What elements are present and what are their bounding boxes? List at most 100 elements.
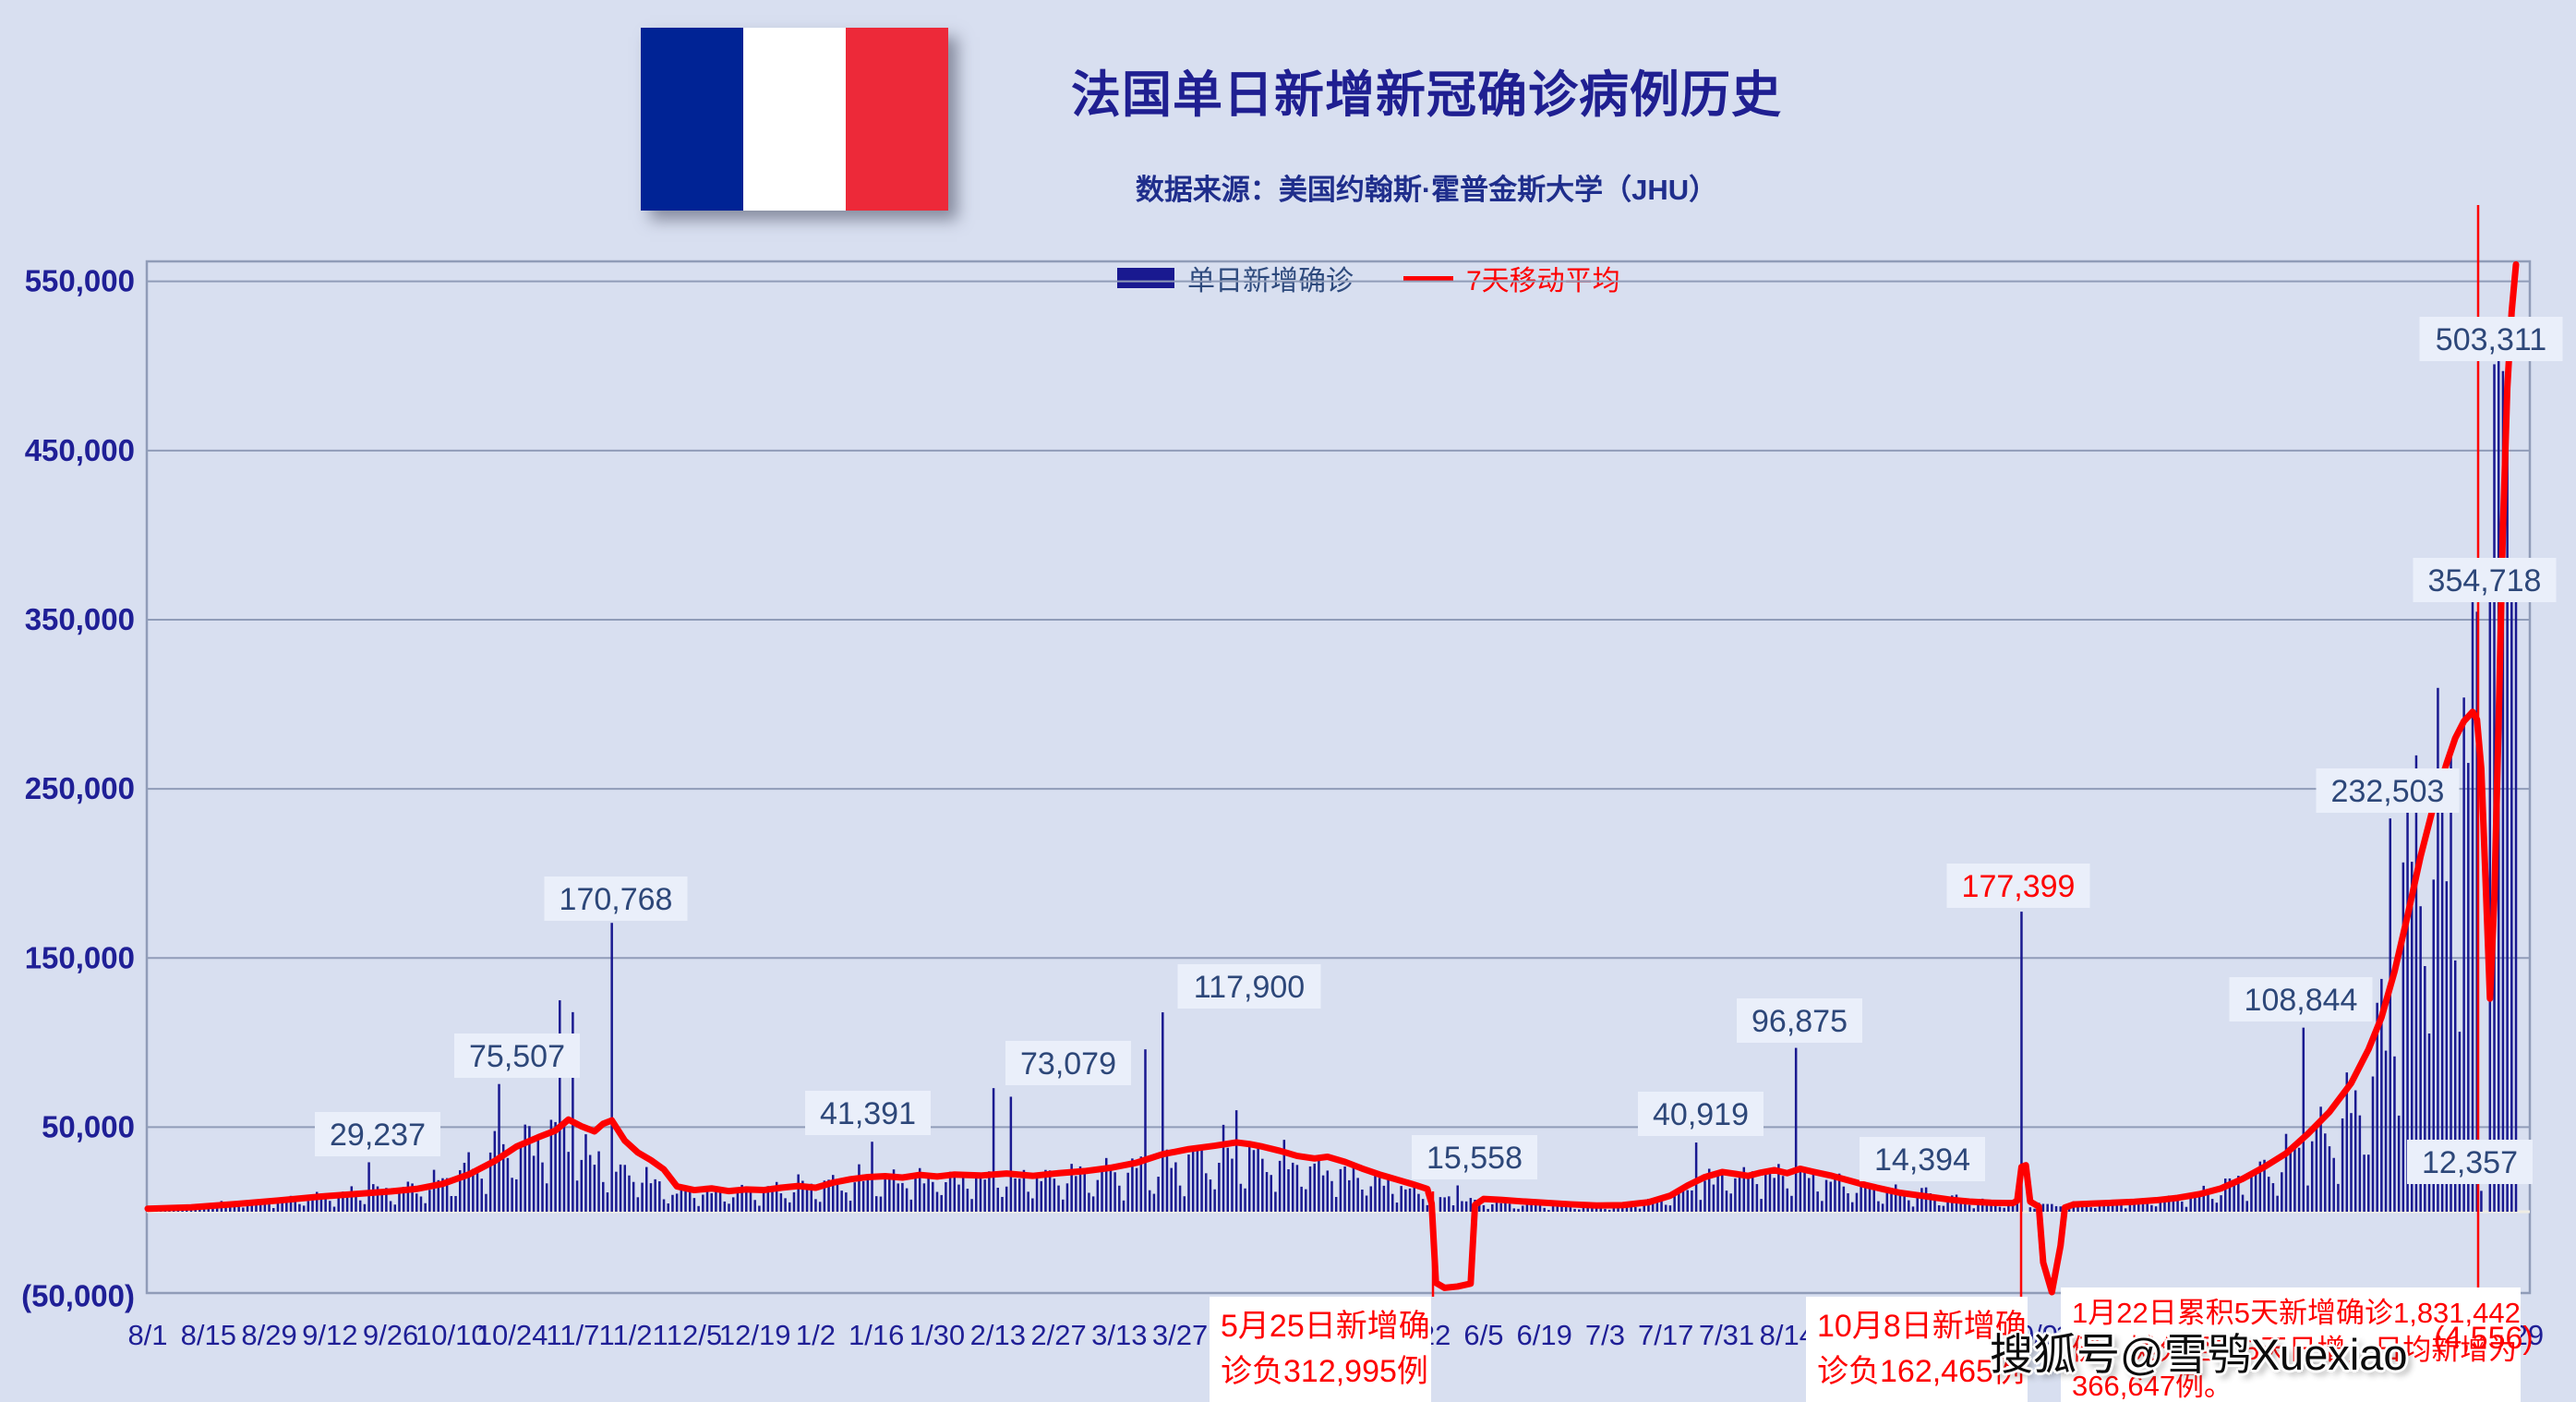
daily-bar — [766, 1186, 770, 1212]
daily-bar — [1477, 1203, 1481, 1212]
daily-bar — [485, 1193, 488, 1212]
daily-bar — [2228, 1178, 2232, 1212]
daily-bar — [1864, 1184, 1867, 1212]
daily-bar — [879, 1196, 883, 1212]
daily-bar — [715, 1186, 717, 1212]
daily-bar — [2458, 1032, 2462, 1212]
daily-bar — [827, 1179, 830, 1212]
daily-bar — [472, 1168, 475, 1212]
daily-bar — [1438, 1197, 1442, 1212]
daily-bar — [2453, 960, 2457, 1212]
daily-bar — [918, 1167, 921, 1212]
daily-bar — [1530, 1202, 1533, 1212]
daily-bar — [1178, 1185, 1182, 1212]
daily-bar — [866, 1178, 870, 1212]
x-axis-tick-label: 1/2 — [796, 1319, 836, 1351]
x-axis-tick-label: 6/19 — [1517, 1319, 1572, 1351]
daily-bar — [1001, 1196, 1004, 1212]
daily-bar — [1461, 1201, 1463, 1212]
daily-bar — [2480, 1190, 2483, 1212]
daily-bar — [1139, 1156, 1143, 1212]
daily-bar — [1091, 1196, 1095, 1212]
daily-bar — [250, 1203, 253, 1212]
daily-bar — [2241, 1194, 2245, 1212]
daily-bar — [1834, 1176, 1836, 1212]
daily-bar — [1456, 1185, 1459, 1212]
daily-bar — [1760, 1199, 1763, 1212]
daily-bar — [2432, 879, 2435, 1212]
callout-box — [2229, 977, 2373, 1021]
callout-box — [2419, 317, 2563, 361]
daily-bar — [2332, 1157, 2335, 1212]
daily-bar — [2167, 1195, 2171, 1212]
daily-bar — [2102, 1203, 2105, 1212]
daily-bar — [1330, 1180, 1333, 1212]
daily-bar — [922, 1183, 926, 1212]
daily-bar — [1448, 1196, 1451, 1212]
daily-bar — [2115, 1203, 2119, 1212]
daily-bar — [1664, 1204, 1667, 1212]
daily-bar — [1842, 1186, 1846, 1212]
daily-bar — [641, 1182, 644, 1212]
callout-label: 232,503 — [2331, 774, 2445, 809]
daily-bar — [329, 1201, 331, 1212]
daily-bar — [2345, 1072, 2349, 1212]
daily-bar — [2046, 1203, 2049, 1212]
daily-bar — [797, 1174, 800, 1212]
daily-bar — [2163, 1198, 2166, 1212]
daily-bar — [2154, 1206, 2158, 1212]
daily-bar — [1226, 1147, 1230, 1212]
daily-bar — [1083, 1168, 1086, 1212]
daily-bar — [2150, 1204, 2153, 1212]
daily-bar — [914, 1174, 917, 1212]
callout-box — [1177, 964, 1321, 1009]
callout-label: 170,768 — [560, 882, 673, 917]
daily-bar — [2202, 1185, 2206, 1212]
daily-bar — [2419, 906, 2422, 1212]
daily-bar — [2051, 1203, 2053, 1212]
daily-bar — [1352, 1167, 1355, 1212]
callout-box — [544, 876, 688, 921]
daily-bar — [1088, 1192, 1090, 1212]
daily-bar — [1218, 1163, 1221, 1212]
daily-bar — [1755, 1184, 1759, 1212]
daily-bar — [1929, 1193, 1932, 1212]
daily-bar — [957, 1184, 960, 1212]
x-axis-tick-label: 8/1 — [127, 1319, 167, 1351]
daily-bar — [1209, 1179, 1212, 1212]
daily-bar — [1890, 1190, 1893, 1212]
daily-bar — [1048, 1170, 1052, 1212]
daily-bar — [597, 1151, 600, 1212]
daily-bar — [1543, 1207, 1546, 1212]
daily-bar — [1148, 1190, 1151, 1212]
daily-bar — [1794, 1047, 1798, 1212]
daily-bar — [1443, 1197, 1446, 1212]
daily-bar — [1300, 1186, 1303, 1212]
daily-bar — [242, 1207, 245, 1212]
daily-bar — [1734, 1178, 1737, 1212]
daily-bar — [2310, 1141, 2314, 1212]
daily-bar — [2194, 1192, 2197, 1212]
daily-bar — [1257, 1143, 1259, 1212]
daily-bar — [649, 1183, 653, 1212]
daily-bar — [498, 1083, 500, 1212]
daily-bar — [1321, 1175, 1325, 1212]
x-axis-tick-label: 7/3 — [1585, 1319, 1625, 1351]
daily-bar — [467, 1152, 470, 1212]
daily-bar — [932, 1181, 934, 1212]
x-axis-tick-label: 12/5 — [667, 1319, 722, 1351]
callout-label: 73,079 — [1020, 1046, 1116, 1082]
callout-label: 40,919 — [1653, 1097, 1749, 1132]
daily-bar — [246, 1203, 249, 1212]
daily-bar — [445, 1178, 449, 1212]
daily-bar — [1270, 1175, 1272, 1212]
daily-bar — [1937, 1205, 1941, 1212]
daily-bar — [1508, 1203, 1511, 1212]
daily-bar — [1126, 1172, 1129, 1212]
daily-bar — [901, 1182, 904, 1212]
daily-bar — [1183, 1196, 1186, 1212]
daily-bar — [1946, 1199, 1949, 1212]
callout-box — [1946, 864, 2090, 908]
legend-line-swatch — [1403, 275, 1453, 281]
